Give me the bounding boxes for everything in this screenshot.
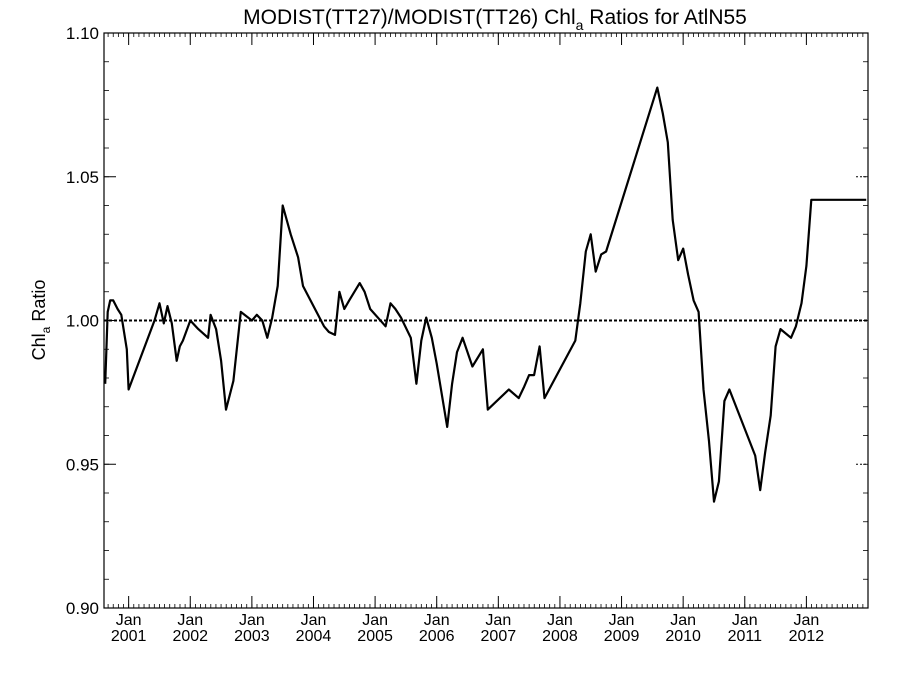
plot-layer: 0.900.951.001.051.10Jan2001Jan2002Jan200… xyxy=(66,24,869,645)
x-tick-label-year: 2010 xyxy=(665,628,701,645)
x-tick-label-month: Jan xyxy=(547,612,573,629)
x-tick-label-month: Jan xyxy=(301,612,327,629)
x-tick-label-year: 2006 xyxy=(419,628,455,645)
x-tick-label-month: Jan xyxy=(732,612,758,629)
y-axis-label-main: Chl xyxy=(29,333,49,360)
chart-title-subscript: a xyxy=(576,17,584,33)
y-tick-label: 1.00 xyxy=(66,312,99,331)
x-tick-label-month: Jan xyxy=(239,612,265,629)
x-tick-label-month: Jan xyxy=(793,612,819,629)
x-tick-label-month: Jan xyxy=(485,612,511,629)
x-tick-label-year: 2012 xyxy=(789,628,825,645)
x-tick-label-year: 2011 xyxy=(728,628,763,645)
series-line-0 xyxy=(104,86,867,503)
x-tick-label-year: 2003 xyxy=(234,628,270,645)
x-tick-label-month: Jan xyxy=(424,612,450,629)
x-tick-label-month: Jan xyxy=(609,612,635,629)
x-tick-label-year: 2008 xyxy=(542,628,578,645)
x-tick-label-month: Jan xyxy=(177,612,203,629)
x-tick-label-year: 2004 xyxy=(296,628,332,645)
x-tick-label-year: 2002 xyxy=(172,628,208,645)
chart-title: MODIST(TT27)/MODIST(TT26) Chla Ratios fo… xyxy=(243,6,747,33)
y-axis-label: Chla Ratio xyxy=(29,280,53,361)
x-tick-label-month: Jan xyxy=(362,612,388,629)
y-axis-label-subscript: a xyxy=(39,326,53,333)
x-tick-label-year: 2007 xyxy=(481,628,517,645)
x-tick-label-year: 2009 xyxy=(604,628,640,645)
y-tick-label: 1.10 xyxy=(66,24,99,43)
y-axis-label-tail: Ratio xyxy=(29,280,49,327)
x-tick-label-year: 2001 xyxy=(111,628,147,645)
x-tick-label-month: Jan xyxy=(116,612,142,629)
y-tick-label: 0.95 xyxy=(66,455,99,474)
chart-title-tail: Ratios for AtlN55 xyxy=(583,6,746,29)
x-tick-label-month: Jan xyxy=(670,612,696,629)
chart-title-main: MODIST(TT27)/MODIST(TT26) Chl xyxy=(243,6,576,29)
x-tick-label-year: 2005 xyxy=(357,628,393,645)
y-tick-label: 1.05 xyxy=(66,168,99,187)
y-tick-label: 0.90 xyxy=(66,599,99,618)
